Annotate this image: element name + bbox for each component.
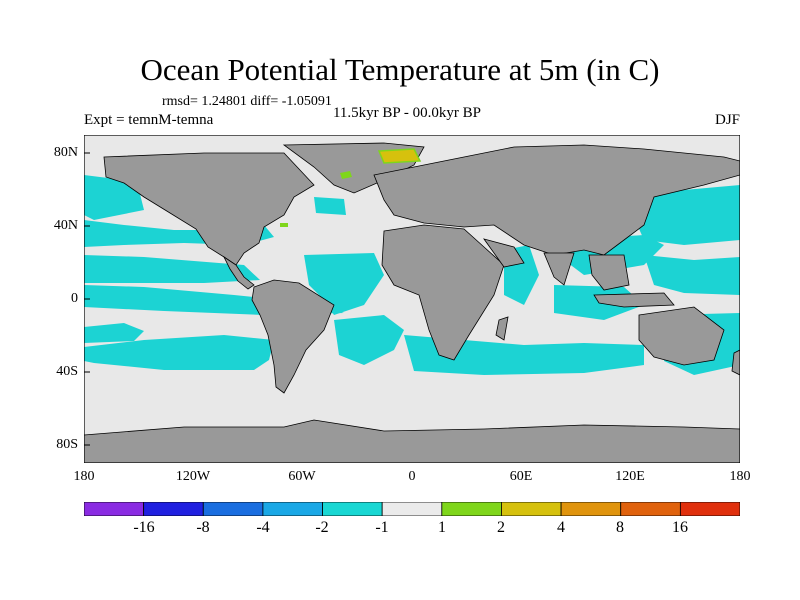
eurasia [373,144,740,256]
lon-label: 60E [509,469,533,484]
arabia [483,238,525,268]
southeast-asia [588,254,630,291]
colorbar-label: -16 [133,519,155,536]
land [84,142,740,463]
colorbar-swatch [560,502,622,516]
colorbar-swatch [143,502,204,516]
map-plot [84,135,740,463]
india [543,252,575,286]
madagascar [495,316,509,341]
colorbar-swatch [381,502,443,516]
lon-label: 60W [288,469,316,484]
period-label: 11.5kyr BP - 00.0kyr BP [332,105,482,121]
south-america [251,279,335,394]
colorbar-swatch [620,502,681,516]
lat-label: 0 [71,291,78,306]
colorbar [84,502,740,516]
colorbar-label: 16 [672,519,688,536]
warm-anomaly-patch [280,223,288,227]
lon-label: 180 [729,469,751,484]
colorbar-label: -1 [375,519,389,536]
experiment-label: Expt = temnM-temna [84,112,214,128]
new-zealand [731,349,740,376]
colorbar-label: -8 [196,519,210,536]
colorbar-label: -2 [315,519,329,536]
colorbar-label: 2 [497,519,505,536]
colorbar-swatch [501,502,562,516]
warm-anomaly-patch [340,171,352,179]
lat-label: 40S [56,364,78,379]
north-america [103,152,315,266]
lat-label: 80N [53,145,78,160]
lat-label: 80S [56,437,78,452]
lon-label: 180 [73,469,95,484]
colorbar-label: -4 [256,519,270,536]
colorbar-label: 4 [557,519,565,536]
lon-label: 0 [408,469,416,484]
central-america [222,255,255,290]
map-title: Ocean Potential Temperature at 5m (in C) [140,52,660,87]
lat-tick-marks [84,152,90,446]
stats-label: rmsd= 1.24801 diff= -1.05091 [162,94,332,109]
season-label: DJF [714,112,740,128]
colorbar-swatch [679,502,740,516]
indonesia [593,292,675,308]
colorbar-swatch [441,502,502,516]
warm-anomaly-patch [377,148,422,164]
australia [638,306,725,366]
colorbar-label: 1 [438,519,446,536]
lon-label: 120E [615,469,645,484]
colorbar-swatch [202,502,264,516]
lon-label: 120W [175,469,211,484]
colorbar-swatch [262,502,323,516]
antarctica [84,419,740,463]
colorbar-swatch [84,502,145,516]
africa [381,224,505,361]
colorbar-label: 8 [616,519,624,536]
lat-label: 40N [53,218,78,233]
colorbar-swatch [322,502,383,516]
